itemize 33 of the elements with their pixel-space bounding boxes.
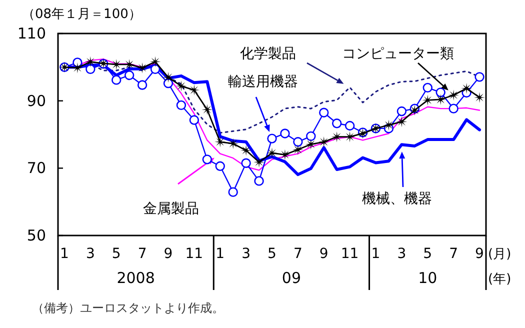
x-tick-label: 7 xyxy=(138,246,147,262)
y-tick-label: 90 xyxy=(26,92,46,110)
y-tick-label: 70 xyxy=(26,159,46,178)
text: 輸送用機器 xyxy=(228,74,298,90)
x-tick-label: 11 xyxy=(185,246,204,262)
x-tick-label: 5 xyxy=(268,246,276,262)
text: (年) xyxy=(488,272,512,287)
text: (月) xyxy=(488,247,512,262)
x-tick-label: 3 xyxy=(86,246,95,262)
x-tick-label: 3 xyxy=(397,246,406,262)
x-tick-label: 1 xyxy=(60,246,69,262)
x-tick-label: 3 xyxy=(242,246,251,262)
text: 09 xyxy=(282,269,301,287)
text: 金属製品 xyxy=(143,201,199,217)
text: 化学製品 xyxy=(240,46,296,62)
x-tick-label: 9 xyxy=(319,246,328,262)
x-tick-label: 1 xyxy=(371,246,380,262)
x-tick-label: 9 xyxy=(164,246,173,262)
x-tick-label: 7 xyxy=(449,246,458,262)
legend-label: 機械、機器 xyxy=(362,191,432,207)
y-axis-title: （08年１月＝100） xyxy=(22,7,142,22)
x-tick-label: 11 xyxy=(340,246,359,262)
x-tick-label: 5 xyxy=(112,246,121,262)
x-tick-label: 5 xyxy=(423,246,432,262)
series-label: コンピューター類 xyxy=(342,46,454,62)
x-tick-label: 1 xyxy=(216,246,225,262)
text: 2008 xyxy=(116,269,155,287)
y-tick-label: 110 xyxy=(17,24,46,42)
x-tick-label: 7 xyxy=(293,246,302,262)
x-tick-label: 9 xyxy=(475,246,484,262)
text: （備考）ユーロスタットより作成。 xyxy=(32,301,224,315)
y-tick-label: 50 xyxy=(26,226,46,244)
text: 10 xyxy=(418,269,438,287)
